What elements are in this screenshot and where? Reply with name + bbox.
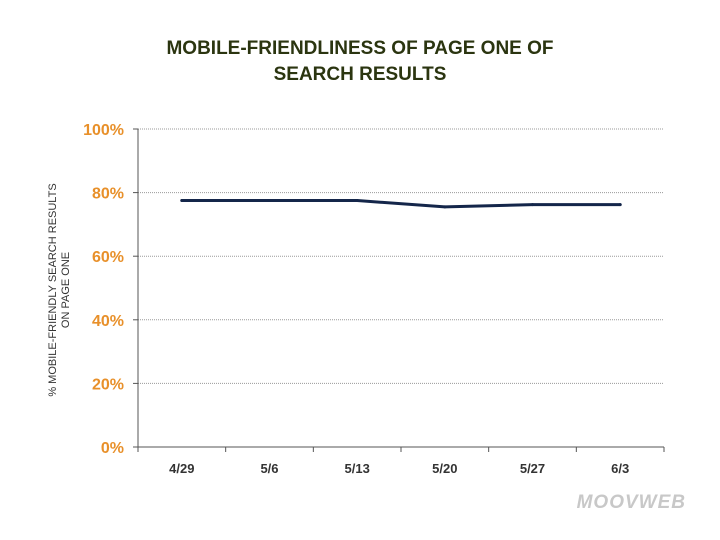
x-tick-label: 5/13 [345, 461, 370, 476]
y-tick-label: 0% [101, 440, 124, 457]
series-layer [180, 199, 622, 209]
x-tick-label: 5/27 [520, 461, 545, 476]
data-point [531, 203, 534, 207]
series-line-0 [180, 199, 622, 209]
x-tick-label: 4/29 [169, 461, 194, 476]
chart-title: MOBILE-FRIENDLINESS OF PAGE ONE OF SEARC… [0, 36, 720, 88]
x-tick-label: 5/20 [432, 461, 457, 476]
chart-title-line-2: SEARCH RESULTS [273, 64, 447, 85]
data-point [443, 205, 447, 209]
y-tick-labels: 0% 20% 40% 60% 80% 100% [83, 122, 124, 457]
y-tick-label: 80% [92, 186, 124, 203]
gridlines [138, 128, 664, 384]
x-tick-labels: 4/29 5/6 5/13 5/20 5/27 6/3 [169, 461, 629, 476]
y-tick-label: 40% [92, 313, 124, 330]
x-tick-label: 6/3 [611, 461, 629, 476]
data-point [355, 199, 359, 203]
axes [133, 128, 665, 452]
y-tick-label: 60% [92, 249, 124, 266]
y-axis-label-line-2: ON PAGE ONE [60, 252, 72, 328]
data-point [268, 199, 271, 203]
y-axis-label-line-1: % MOBILE-FRIENDLY SEARCH RESULTS [47, 183, 59, 396]
y-tick-label: 20% [92, 376, 124, 393]
data-point [180, 199, 184, 203]
x-tick-label: 5/6 [260, 461, 278, 476]
data-point [618, 203, 622, 207]
chart-title-line-1: MOBILE-FRIENDLINESS OF PAGE ONE OF [166, 38, 554, 59]
y-tick-label: 100% [83, 122, 124, 139]
moovweb-logo: MOOVWEB [576, 492, 686, 513]
